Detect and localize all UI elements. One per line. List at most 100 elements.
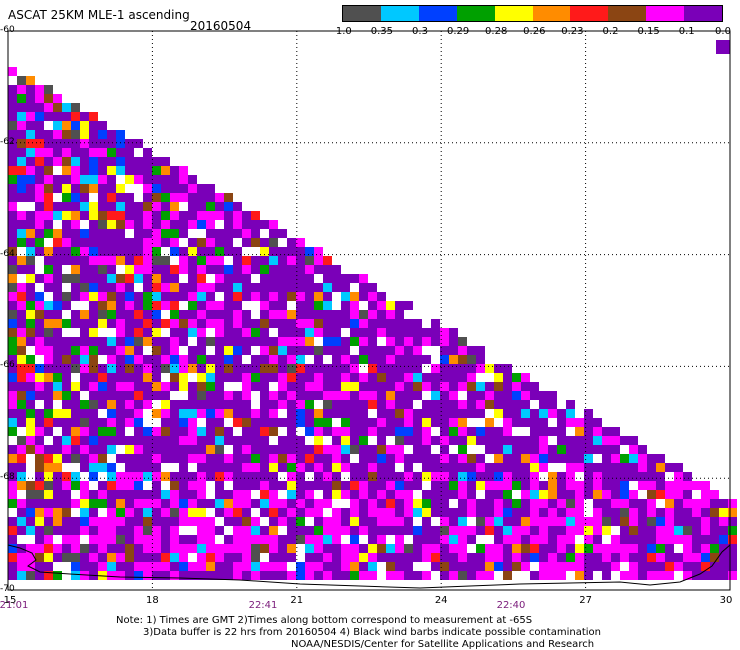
swath-cell bbox=[674, 526, 683, 535]
swath-cell bbox=[215, 238, 224, 247]
swath-cell bbox=[89, 409, 98, 418]
swath-cell bbox=[692, 562, 701, 571]
swath-cell bbox=[350, 364, 359, 373]
swath-cell bbox=[242, 409, 251, 418]
swath-cell bbox=[413, 337, 422, 346]
swath-cell bbox=[314, 373, 323, 382]
swath-cell bbox=[440, 472, 449, 481]
swath-cell bbox=[413, 508, 422, 517]
swath-cell bbox=[431, 499, 440, 508]
swath-cell bbox=[197, 454, 206, 463]
swath-cell bbox=[260, 409, 269, 418]
swath-cell bbox=[233, 400, 242, 409]
swath-cell bbox=[728, 562, 737, 571]
swath-cell bbox=[80, 202, 89, 211]
swath-cell bbox=[134, 337, 143, 346]
swath-cell bbox=[8, 499, 17, 508]
swath-cell bbox=[404, 481, 413, 490]
swath-cell bbox=[557, 571, 566, 580]
swath-cell bbox=[116, 346, 125, 355]
swath-cell bbox=[539, 544, 548, 553]
swath-cell bbox=[161, 319, 170, 328]
swath-cell bbox=[26, 355, 35, 364]
swath-cell bbox=[647, 562, 656, 571]
swath-cell bbox=[629, 436, 638, 445]
swath-cell bbox=[35, 373, 44, 382]
swath-cell bbox=[188, 265, 197, 274]
swath-cell bbox=[629, 571, 638, 580]
swath-cell bbox=[269, 274, 278, 283]
swath-cell bbox=[350, 472, 359, 481]
swath-cell bbox=[134, 454, 143, 463]
swath-cell bbox=[278, 508, 287, 517]
colorbar-swatch bbox=[343, 6, 381, 21]
swath-cell bbox=[629, 463, 638, 472]
swath-cell bbox=[116, 391, 125, 400]
swath-cell bbox=[575, 517, 584, 526]
swath-cell bbox=[413, 364, 422, 373]
swath-cell bbox=[206, 184, 215, 193]
swath-cell bbox=[395, 481, 404, 490]
swath-cell bbox=[377, 553, 386, 562]
swath-cell bbox=[80, 562, 89, 571]
swath-cell bbox=[494, 535, 503, 544]
swath-cell bbox=[161, 202, 170, 211]
swath-cell bbox=[44, 166, 53, 175]
swath-cell bbox=[296, 301, 305, 310]
swath-cell bbox=[170, 445, 179, 454]
swath-cell bbox=[332, 535, 341, 544]
swath-cell bbox=[206, 391, 215, 400]
swath-cell bbox=[404, 562, 413, 571]
swath-cell bbox=[44, 202, 53, 211]
swath-cell bbox=[521, 535, 530, 544]
colorbar-swatch bbox=[380, 6, 419, 21]
swath-cell bbox=[197, 193, 206, 202]
swath-cell bbox=[35, 382, 44, 391]
swath-cell bbox=[62, 121, 71, 130]
swath-cell bbox=[107, 445, 116, 454]
swath-cell bbox=[323, 373, 332, 382]
swath-cell bbox=[287, 382, 296, 391]
swath-cell bbox=[215, 382, 224, 391]
swath-cell bbox=[566, 508, 575, 517]
swath-cell bbox=[701, 517, 710, 526]
swath-cell bbox=[8, 265, 17, 274]
swath-cell bbox=[359, 400, 368, 409]
swath-cell bbox=[89, 445, 98, 454]
swath-cell bbox=[26, 427, 35, 436]
swath-cell bbox=[476, 508, 485, 517]
swath-cell bbox=[251, 499, 260, 508]
swath-cell bbox=[593, 553, 602, 562]
swath-cell bbox=[89, 364, 98, 373]
swath-cell bbox=[602, 472, 611, 481]
swath-cell bbox=[368, 364, 377, 373]
swath-cell bbox=[440, 571, 449, 580]
swath-cell bbox=[116, 274, 125, 283]
swath-cell bbox=[530, 535, 539, 544]
swath-cell bbox=[269, 454, 278, 463]
swath-cell bbox=[152, 526, 161, 535]
swath-cell bbox=[485, 463, 494, 472]
swath-cell bbox=[8, 571, 17, 580]
swath-cell bbox=[89, 130, 98, 139]
swath-cell bbox=[179, 373, 188, 382]
swath-cell bbox=[188, 328, 197, 337]
swath-cell bbox=[314, 301, 323, 310]
swath-cell bbox=[125, 544, 134, 553]
swath-cell bbox=[152, 166, 161, 175]
swath-cell bbox=[341, 346, 350, 355]
swath-cell bbox=[674, 562, 683, 571]
swath-cell bbox=[17, 220, 26, 229]
swath-cell bbox=[179, 427, 188, 436]
swath-cell bbox=[332, 310, 341, 319]
swath-cell bbox=[296, 364, 305, 373]
swath-cell bbox=[125, 175, 134, 184]
swath-cell bbox=[449, 463, 458, 472]
swath-cell bbox=[26, 445, 35, 454]
swath-cell bbox=[98, 283, 107, 292]
swath-cell bbox=[557, 517, 566, 526]
swath-cell bbox=[458, 463, 467, 472]
swath-cell bbox=[98, 130, 107, 139]
swath-cell bbox=[269, 283, 278, 292]
swath-cell bbox=[584, 490, 593, 499]
